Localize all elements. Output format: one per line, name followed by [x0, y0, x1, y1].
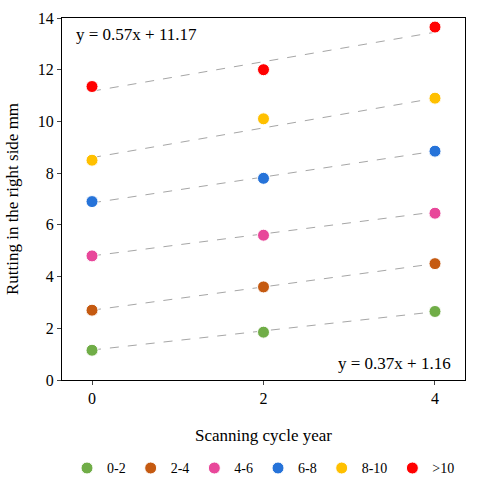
svg-text:2-4: 2-4 — [171, 461, 190, 476]
svg-text:y = 0.57x + 11.17: y = 0.57x + 11.17 — [76, 25, 197, 44]
svg-text:y = 0.37x + 1.16: y = 0.37x + 1.16 — [338, 354, 451, 373]
svg-text:8-10: 8-10 — [362, 461, 388, 476]
svg-text:12: 12 — [38, 61, 54, 78]
svg-text:Scanning cycle year: Scanning cycle year — [195, 426, 332, 445]
svg-text:4-6: 4-6 — [234, 461, 253, 476]
svg-text:0: 0 — [88, 390, 96, 407]
svg-text:10: 10 — [38, 113, 54, 130]
svg-text:6-8: 6-8 — [298, 461, 317, 476]
svg-text:6: 6 — [46, 216, 54, 233]
svg-text:0-2: 0-2 — [107, 461, 126, 476]
svg-text:14: 14 — [38, 10, 54, 27]
svg-text:>10: >10 — [432, 461, 454, 476]
svg-text:4: 4 — [46, 268, 54, 285]
svg-text:Rutting in the right side mm: Rutting in the right side mm — [3, 103, 22, 295]
svg-text:8: 8 — [46, 165, 54, 182]
svg-text:2: 2 — [46, 320, 54, 337]
svg-text:4: 4 — [431, 390, 439, 407]
svg-text:2: 2 — [260, 390, 268, 407]
svg-text:0: 0 — [46, 372, 54, 389]
